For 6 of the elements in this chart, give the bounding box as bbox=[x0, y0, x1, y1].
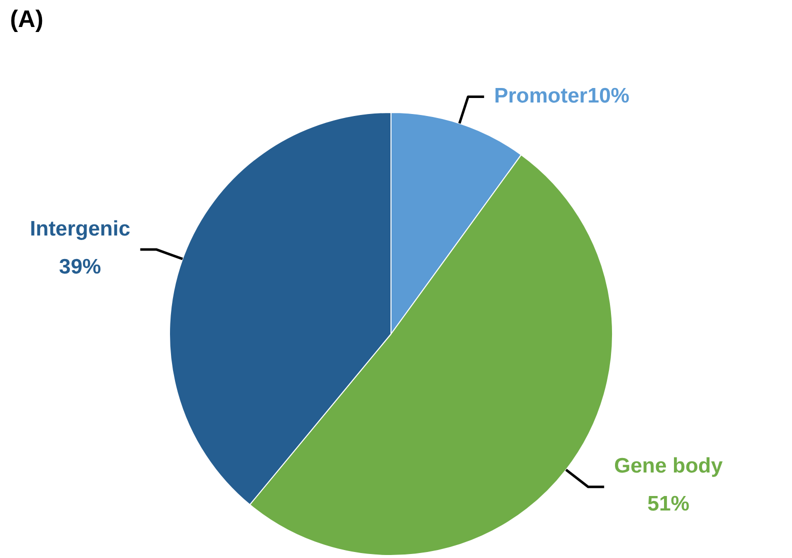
slice-label: Gene body bbox=[614, 454, 723, 478]
data-label: 39% bbox=[59, 255, 102, 278]
chart-title: (A) bbox=[10, 6, 44, 34]
slice-label: Promoter10% bbox=[494, 84, 630, 108]
data-label: 51% bbox=[647, 492, 690, 516]
slice-label: Intergenic bbox=[30, 217, 131, 240]
